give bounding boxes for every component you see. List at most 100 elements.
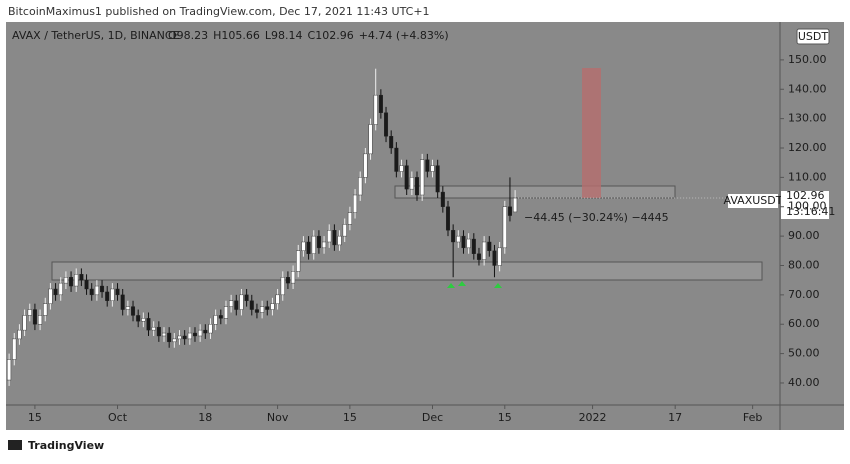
- candle-body: [394, 147, 399, 172]
- candle-body: [353, 194, 358, 213]
- candle-body: [43, 303, 48, 316]
- resistance-zone: [394, 185, 676, 199]
- candle-body: [136, 315, 141, 322]
- candle-body: [146, 318, 151, 331]
- ohlc-value: H105.66: [213, 29, 260, 42]
- last-price: 102.96: [786, 189, 825, 202]
- y-tick-label: 90.00: [788, 229, 820, 242]
- candle-body: [94, 285, 99, 296]
- candle-body: [172, 338, 177, 343]
- candle-body: [316, 235, 321, 249]
- candle-body: [327, 230, 332, 243]
- candle-body: [507, 206, 512, 216]
- candle-body: [275, 294, 280, 304]
- candle-body: [58, 282, 63, 296]
- candle-body: [440, 191, 445, 207]
- y-tick-label: 130.00: [788, 112, 827, 125]
- candle-body: [48, 288, 53, 304]
- candle-body: [208, 324, 213, 334]
- candle-body: [306, 241, 311, 254]
- candle-body: [492, 250, 497, 266]
- ohlc-legend: O98.23 H105.66 L98.14 C102.96 +4.74 (+4.83%): [168, 29, 449, 42]
- footer-logo: TradingView: [28, 439, 104, 452]
- candle-body: [53, 288, 58, 296]
- candle-body: [17, 329, 22, 340]
- candle-body: [69, 277, 74, 287]
- candle-body: [162, 332, 167, 337]
- candle-body: [218, 315, 223, 319]
- x-tick-label: 15: [343, 411, 357, 424]
- candle-body: [198, 329, 203, 337]
- y-tick-label: 80.00: [788, 258, 820, 271]
- candle-body: [513, 197, 518, 213]
- candle-body: [182, 335, 187, 340]
- candle-body: [105, 291, 110, 301]
- candle-body: [415, 177, 420, 196]
- candle-body: [254, 309, 259, 313]
- candle-body: [234, 300, 239, 310]
- ohlc-value: L98.14: [265, 29, 303, 42]
- measure-label: −44.45 (−30.24%) −4445: [524, 211, 669, 224]
- price-badge: [781, 191, 829, 219]
- symbol-label: AVAXUSDT: [724, 194, 783, 207]
- candle-body: [363, 153, 368, 178]
- candle-body: [120, 294, 125, 310]
- candle-body: [384, 112, 389, 137]
- time-axis-background: [6, 405, 844, 430]
- logo-icon: [8, 440, 22, 450]
- candle-body: [502, 206, 507, 249]
- publish-header: BitcoinMaximus1 published on TradingView…: [8, 5, 430, 18]
- plot: [7, 68, 518, 386]
- x-tick-label: Feb: [743, 411, 762, 424]
- candle-body: [347, 212, 352, 225]
- candle-body: [84, 279, 89, 290]
- candle-body: [476, 253, 481, 260]
- candle-body: [487, 241, 492, 252]
- candle-body: [430, 165, 435, 172]
- candle-body: [38, 315, 43, 325]
- candle-body: [301, 241, 306, 252]
- candle-body: [156, 326, 161, 337]
- candle-body: [63, 277, 68, 284]
- candle-body: [244, 294, 249, 301]
- arrow: [494, 283, 502, 288]
- candle-body: [285, 277, 290, 284]
- candle-body: [373, 94, 378, 125]
- candle-body: [296, 250, 301, 272]
- candle-body: [151, 326, 156, 331]
- candle-body: [378, 94, 383, 113]
- y-tick-label: 70.00: [788, 288, 820, 301]
- x-tick-label: 15: [498, 411, 512, 424]
- candle-body: [79, 274, 84, 281]
- candle-body: [332, 230, 337, 246]
- y-tick-label: 100.00: [788, 200, 827, 213]
- candle-body: [322, 241, 327, 249]
- candle-body: [260, 306, 265, 313]
- x-tick-label: 17: [668, 411, 682, 424]
- candle-body: [213, 315, 218, 325]
- y-tick-label: 50.00: [788, 347, 820, 360]
- x-tick-label: Oct: [108, 411, 128, 424]
- candle-body: [115, 288, 120, 296]
- y-tick-label: 140.00: [788, 82, 827, 95]
- candle-body: [409, 177, 414, 190]
- candle-body: [482, 241, 487, 260]
- candle-body: [249, 300, 254, 310]
- candle-body: [280, 277, 285, 296]
- x-tick-label: Dec: [422, 411, 443, 424]
- x-tick-label: 2022: [579, 411, 607, 424]
- support-zone: [51, 261, 763, 281]
- candle-body: [471, 238, 476, 254]
- candle-body: [187, 332, 192, 340]
- candle-body: [110, 288, 115, 301]
- candle-body: [12, 338, 17, 360]
- candle-body: [291, 271, 296, 284]
- candle-body: [461, 235, 466, 249]
- y-tick-label: 110.00: [788, 170, 827, 183]
- candle-body: [445, 206, 450, 231]
- candle-body: [337, 235, 342, 246]
- candle-body: [265, 306, 270, 310]
- arrow: [447, 283, 455, 288]
- candle-body: [239, 294, 244, 310]
- ohlc-value: +4.74 (+4.83%): [359, 29, 449, 42]
